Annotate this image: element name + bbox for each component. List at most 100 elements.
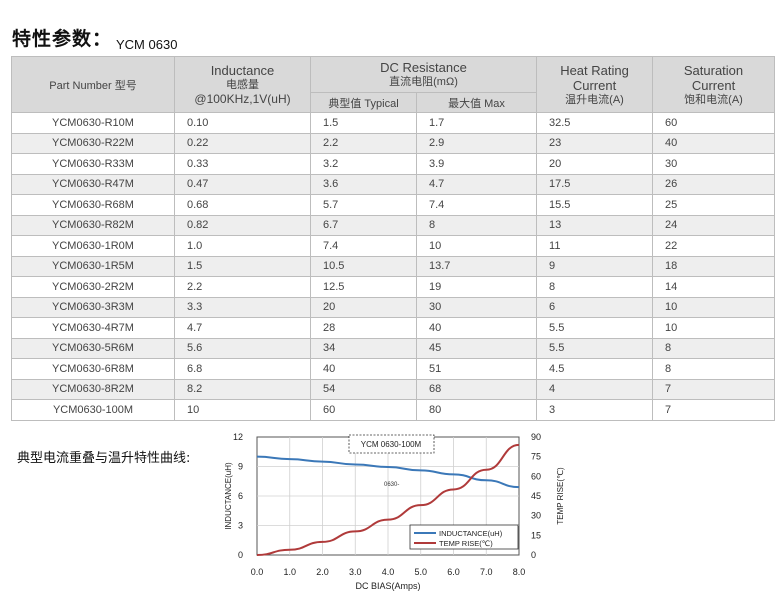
y-left-tick-label: 3 [238,521,243,531]
part-number-cell: YCM0630-R82M [11,214,175,236]
inductance-cell: 10 [174,399,311,421]
dcr-typical-cell: 34 [310,337,417,359]
dcr-header: DC Resistance 直流电阻(mΩ) [309,56,538,93]
part-number-cell: YCM0630-1R5M [11,255,175,277]
curve-section-label: 典型电流重叠与温升特性曲线: [17,451,191,466]
y-left-axis-label: INDUCTANCE(uH) [224,462,233,530]
inductance-cell: 0.82 [174,214,311,236]
dcr-header-en: DC Resistance [380,60,467,75]
saturation-current-cell: 10 [652,317,776,339]
spec-table-body: YCM0630-R10M 0.10 1.5 1.7 32.5 60 YCM0630-R22M… [11,112,776,421]
part-number-cell: YCM0630-R22M [11,132,175,154]
saturation-current-cell: 26 [652,173,776,195]
saturation-current-cell: 7 [652,378,776,400]
y-left-tick-label: 12 [233,432,243,442]
dcr-typical-cell: 40 [310,358,417,380]
saturation-current-cell: 22 [652,235,776,257]
x-tick-label: 2.0 [316,567,329,577]
y-right-tick-label: 45 [531,491,541,501]
legend-label: TEMP RISE(℃) [439,539,493,548]
heat-current-cell: 6 [536,296,654,318]
part-number-header: Part Number 型号 [11,56,175,113]
dcr-max-cell: 68 [415,378,538,400]
inductance-cell: 0.10 [174,112,311,134]
y-right-tick-label: 60 [531,471,541,481]
legend-label: INDUCTANCE(uH) [439,529,503,538]
inductance-cell: 0.22 [174,132,311,154]
heat-header-en2: Current [572,77,617,93]
table-row: YCM0630-1R0M 1.0 7.4 10 11 22 [11,235,776,257]
inductance-cell: 1.5 [174,255,311,277]
heat-current-cell: 15.5 [536,194,654,216]
x-tick-label: 4.0 [382,567,395,577]
part-number-cell: YCM0630-2R2M [11,276,175,298]
heat-current-cell: 5.5 [536,337,654,359]
dcr-typical-cell: 54 [310,378,417,400]
saturation-current-cell: 10 [652,296,776,318]
saturation-current-cell: 40 [652,132,776,154]
inductance-cell: 0.47 [174,173,311,195]
table-row: YCM0630-R68M 0.68 5.7 7.4 15.5 25 [11,194,776,216]
sat-header-en1: Saturation [683,62,744,78]
part-number-cell: YCM0630-4R7M [11,317,175,339]
inductance-header-en: Inductance [210,62,275,78]
dcr-typical-cell: 10.5 [310,255,417,277]
part-number-cell: YCM0630-1R0M [11,235,175,257]
inductance-cell: 0.33 [174,153,311,175]
inductance-header-unit: @100KHz,1V(uH) [194,91,291,106]
saturation-current-cell: 7 [652,399,776,421]
heat-current-cell: 3 [536,399,654,421]
dcr-typical-cell: 1.5 [310,112,417,134]
heat-current-cell: 17.5 [536,173,654,195]
dcr-max-cell: 13.7 [415,255,538,277]
heat-current-cell: 13 [536,214,654,236]
part-number-cell: YCM0630-8R2M [11,378,175,400]
y-right-axis-label: TEMP RISE(℃) [556,467,565,525]
y-right-tick-label: 0 [531,550,536,560]
table-row: YCM0630-R82M 0.82 6.7 8 13 24 [11,214,776,236]
heat-current-cell: 23 [536,132,654,154]
table-row: YCM0630-6R8M 6.8 40 51 4.5 8 [11,358,776,380]
heat-header-cn: 温升电流(A) [565,93,624,106]
legend-box [409,524,519,550]
y-right-tick-label: 90 [531,432,541,442]
dcr-max-cell: 10 [415,235,538,257]
dcr-typical-cell: 6.7 [310,214,417,236]
part-number-cell: YCM0630-6R8M [11,358,175,380]
x-axis-label: DC BIAS(Amps) [355,581,420,591]
table-row: YCM0630-100M 10 60 80 3 7 [11,399,776,421]
table-row: YCM0630-3R3M 3.3 20 30 6 10 [11,296,776,318]
series-line-inductance [256,455,520,489]
dcr-typical-cell: 2.2 [310,132,417,154]
dcr-header-cn: 直流电阻(mΩ) [389,76,458,88]
table-row: YCM0630-R33M 0.33 3.2 3.9 20 30 [11,153,776,175]
heat-current-cell: 5.5 [536,317,654,339]
part-number-cell: YCM0630-R33M [11,153,175,175]
inductance-header-cn: 电感量 [226,78,259,91]
heat-current-cell: 4.5 [536,358,654,380]
x-tick-label: 6.0 [447,567,460,577]
dcr-typical-cell: 3.6 [310,173,417,195]
inductance-cell: 5.6 [174,337,311,359]
table-row: YCM0630-R10M 0.10 1.5 1.7 32.5 60 [11,112,776,134]
inductance-header: Inductance 电感量 @100KHz,1V(uH) [174,56,311,113]
x-tick-label: 3.0 [349,567,362,577]
x-tick-label: 0.0 [251,567,264,577]
inductance-cell: 1.0 [174,235,311,257]
x-tick-label: 7.0 [480,567,493,577]
saturation-current-cell: 25 [652,194,776,216]
part-number-cell: YCM0630-R47M [11,173,175,195]
dcr-typical-cell: 5.7 [310,194,417,216]
table-row: YCM0630-4R7M 4.7 28 40 5.5 10 [11,317,776,339]
saturation-current-cell: 8 [652,358,776,380]
saturation-current-cell: 24 [652,214,776,236]
inductance-cell: 4.7 [174,317,311,339]
part-number-cell: YCM0630-3R3M [11,296,175,318]
dcr-max-cell: 19 [415,276,538,298]
inductance-cell: 2.2 [174,276,311,298]
inductance-cell: 3.3 [174,296,311,318]
saturation-current-cell: 14 [652,276,776,298]
table-row: YCM0630-5R6M 5.6 34 45 5.5 8 [11,337,776,359]
inductance-cell: 8.2 [174,378,311,400]
dcr-typical-cell: 60 [310,399,417,421]
